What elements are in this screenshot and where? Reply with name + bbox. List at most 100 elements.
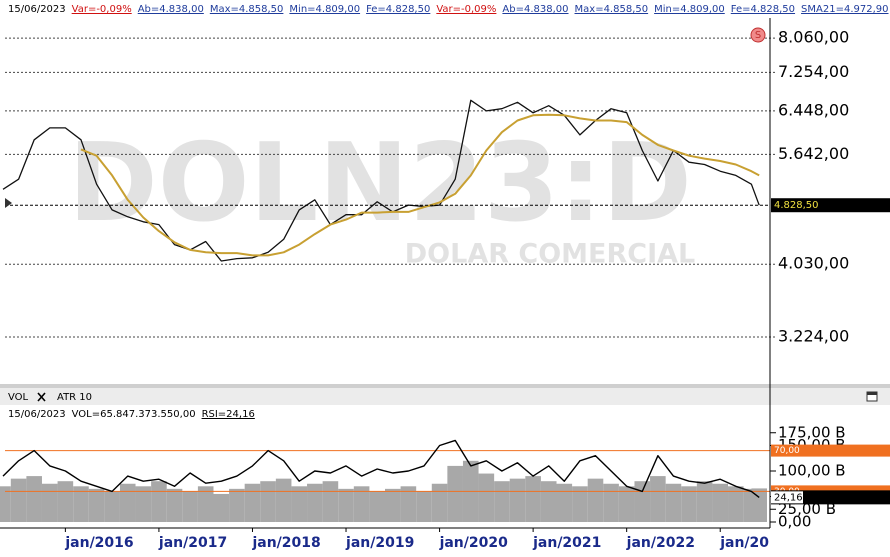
header-item: 15/06/2023 xyxy=(8,4,66,15)
volume-bar xyxy=(712,483,729,522)
tab-atr[interactable]: ATR 10 xyxy=(57,392,92,403)
y-tick-label: 100,00 B xyxy=(778,462,846,480)
header-item: Fe=4.828,50 xyxy=(731,4,795,15)
volume-bar xyxy=(88,488,105,522)
x-tick-label: jan/2020 xyxy=(439,535,509,551)
volume-bar xyxy=(681,486,697,522)
x-tick-label: jan/2019 xyxy=(345,535,414,551)
volume-bar xyxy=(41,483,58,522)
x-tick-label: jan/2018 xyxy=(251,535,320,551)
volume-bar xyxy=(540,481,557,522)
volume-bar xyxy=(260,481,276,522)
y-tick-label: 5.642,00 xyxy=(778,144,849,163)
lower-tabs-bar xyxy=(0,388,890,405)
y-tick-label: 4.030,00 xyxy=(778,254,849,273)
volume-bar xyxy=(197,486,214,522)
volume-bar xyxy=(213,493,230,522)
x-tick-label: jan/2022 xyxy=(626,535,695,551)
tab-vol[interactable]: VOL xyxy=(8,392,29,403)
volume-bar xyxy=(57,481,74,522)
volume-bar xyxy=(587,478,604,522)
volume-bar xyxy=(26,476,42,522)
scroll-arrow[interactable] xyxy=(5,198,12,208)
volume-bar xyxy=(603,483,619,522)
header-item: Min=4.809,00 xyxy=(654,4,725,15)
volume-bar xyxy=(182,491,198,522)
last-price-label: 4.828,50 xyxy=(774,200,819,211)
header-item: SMA21=4.972,90 xyxy=(801,4,888,15)
header-item: Min=4.809,00 xyxy=(289,4,360,15)
volume-bar xyxy=(229,488,245,522)
volume-bar xyxy=(728,486,744,522)
volume-bar xyxy=(751,488,767,522)
price-panel: 3.224,00 4.030,00 5.642,00 6.448,00 7.254,00… xyxy=(2,28,890,345)
volume-bar xyxy=(416,491,432,522)
header-items: 15/06/2023 Var=-0,09% Ab=4.838,00 Max=4.858… xyxy=(8,4,889,15)
volume-bar xyxy=(119,483,136,522)
volume-bar xyxy=(634,481,651,522)
watermark-sub: DOLAR COMERCIAL xyxy=(405,239,696,270)
volume-bar xyxy=(400,486,417,522)
volume-bar xyxy=(135,486,152,522)
volume-bar xyxy=(478,473,495,522)
volume-bar xyxy=(556,483,573,522)
volume-bar xyxy=(431,483,448,522)
volume-bar xyxy=(322,481,339,522)
x-tick-label: jan/2023 xyxy=(719,535,788,551)
volume-bar xyxy=(572,486,588,522)
y-tick-label: 0,00 xyxy=(778,513,811,531)
volume-bar xyxy=(338,488,354,522)
volume-bar xyxy=(73,486,89,522)
header-item: Max=4.858,50 xyxy=(575,4,649,15)
header-item: Ab=4.838,00 xyxy=(502,4,568,15)
lower-info: 15/06/2023 VOL=65.847.373.550,00 RSI=24,16 xyxy=(8,409,255,420)
panel-maximize-bar xyxy=(867,392,877,395)
volume-bar xyxy=(665,483,682,522)
marker-icon[interactable] xyxy=(750,27,766,43)
last-rsi-box xyxy=(771,491,803,504)
info-item: 15/06/2023 xyxy=(8,409,66,420)
volume-bar xyxy=(104,491,120,522)
volume-bar xyxy=(307,483,323,522)
last-price-bar xyxy=(822,198,890,213)
last-rsi-label: 24,16 xyxy=(774,492,803,503)
volume-bar xyxy=(166,488,183,522)
volume-bar xyxy=(291,486,308,522)
volume-bar xyxy=(275,478,292,522)
volume-bar xyxy=(447,465,463,522)
header-item: Max=4.858,50 xyxy=(210,4,284,15)
y2-tick-label: 70,00 xyxy=(774,446,800,456)
header-item: Ab=4.838,00 xyxy=(138,4,204,15)
volume-bar xyxy=(618,486,635,522)
tab-close[interactable] xyxy=(37,392,46,402)
volume-bar xyxy=(696,481,713,522)
y-tick-label: 6.448,00 xyxy=(778,100,849,119)
price-line xyxy=(2,99,760,262)
volume-bar xyxy=(0,486,11,522)
volume-bar xyxy=(525,476,541,522)
header-item: Fe=4.828,50 xyxy=(366,4,430,15)
x-tick-label: jan/2021 xyxy=(532,535,601,551)
info-item: VOL=65.847.373.550,00 xyxy=(72,409,196,420)
volume-bar xyxy=(650,476,666,522)
splitter[interactable] xyxy=(0,384,890,388)
header-bar xyxy=(0,0,890,18)
x-tick-label: jan/2016 xyxy=(64,535,133,551)
header-item: Var=-0,09% xyxy=(72,4,132,15)
y-tick-label: 7.254,00 xyxy=(778,62,849,81)
volume-bar xyxy=(494,481,510,522)
info-item: RSI=24,16 xyxy=(202,409,255,420)
volume-bar xyxy=(151,481,167,522)
volume-bar xyxy=(244,483,261,522)
y-tick-label: 3.224,00 xyxy=(778,326,849,345)
volume-bar xyxy=(369,491,385,522)
volume-bar xyxy=(385,488,401,522)
volume-bar xyxy=(10,478,27,522)
watermark: DOLN23:D xyxy=(68,121,692,246)
volume-bar xyxy=(353,486,370,522)
rsi-level-box xyxy=(771,444,890,457)
header-item: Var=-0,09% xyxy=(436,4,496,15)
